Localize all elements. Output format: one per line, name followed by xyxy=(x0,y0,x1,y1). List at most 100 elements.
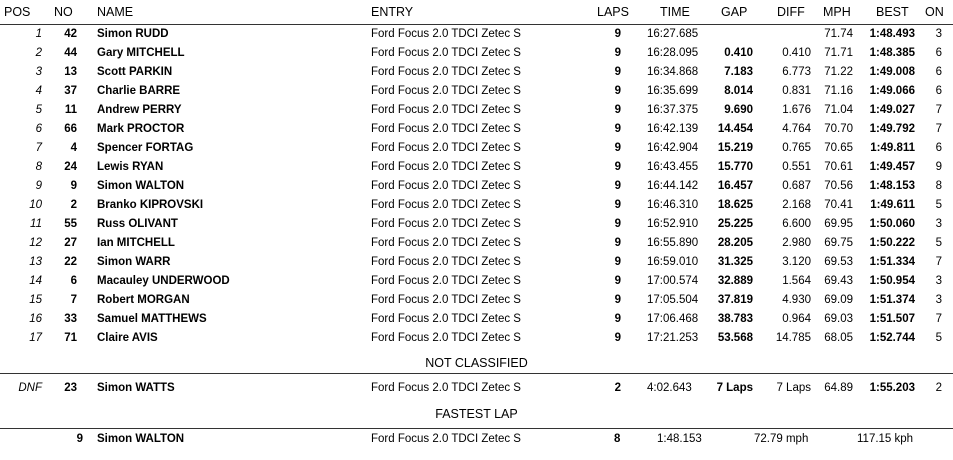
result-row-pos: 3 xyxy=(35,66,42,78)
result-row-time: 16:37.375 xyxy=(647,104,699,116)
header-diff: DIFF xyxy=(777,5,805,19)
result-row-best-on-lap: 7 xyxy=(935,313,942,325)
header-time: TIME xyxy=(660,5,690,19)
result-row-laps: 9 xyxy=(614,237,621,249)
fastest-lap-name: Simon WALTON xyxy=(97,433,185,445)
result-row-car-number: 7 xyxy=(70,294,77,306)
result-row-best-lap: 1:51.374 xyxy=(869,294,915,306)
result-row-diff: 0.765 xyxy=(782,142,811,154)
result-row-diff: 1.564 xyxy=(782,275,811,287)
result-row-time: 17:06.468 xyxy=(647,313,699,325)
result-row-driver-name: Simon RUDD xyxy=(97,28,169,40)
not-classified-divider xyxy=(0,373,953,374)
result-row-driver-name: Lewis RYAN xyxy=(97,161,164,173)
result-row-laps: 9 xyxy=(614,123,621,135)
result-row-car-number: 22 xyxy=(64,256,77,268)
result-row-mph: 69.09 xyxy=(824,294,853,306)
result-row-mph: 71.22 xyxy=(824,66,853,78)
result-row-best-lap: 1:50.954 xyxy=(869,275,915,287)
result-row-mph: 68.05 xyxy=(824,332,853,344)
result-row-car-number: 71 xyxy=(64,332,77,344)
result-row-diff: 0.831 xyxy=(782,85,811,97)
result-row-mph: 71.74 xyxy=(824,28,853,40)
result-row-best-on-lap: 3 xyxy=(935,294,942,306)
results-header: POS NO NAME ENTRY LAPS TIME GAP DIFF MPH… xyxy=(0,0,953,25)
result-row-entry: Ford Focus 2.0 TDCI Zetec S xyxy=(371,85,521,97)
result-row-best-lap: 1:49.066 xyxy=(869,85,915,97)
result-row-laps: 9 xyxy=(614,218,621,230)
result-row-entry: Ford Focus 2.0 TDCI Zetec S xyxy=(371,161,521,173)
result-row-time: 16:42.904 xyxy=(647,142,699,154)
result-row-driver-name: Spencer FORTAG xyxy=(97,142,194,154)
result-row-time: 17:21.253 xyxy=(647,332,699,344)
result-row-entry: Ford Focus 2.0 TDCI Zetec S xyxy=(371,28,521,40)
result-row-entry: Ford Focus 2.0 TDCI Zetec S xyxy=(371,313,521,325)
fastest-lap-entry: Ford Focus 2.0 TDCI Zetec S xyxy=(371,433,521,445)
result-row-gap: 7.183 xyxy=(724,66,753,78)
result-row-diff: 2.980 xyxy=(782,237,811,249)
result-row-mph: 71.04 xyxy=(824,104,853,116)
result-row-car-number: 42 xyxy=(64,28,77,40)
result-row: 12 27 Ian MITCHELL Ford Focus 2.0 TDCI Zete… xyxy=(0,235,953,254)
result-row: 3 13 Scott PARKIN Ford Focus 2.0 TDCI Zetec… xyxy=(0,64,953,83)
result-row-time: 16:34.868 xyxy=(647,66,699,78)
result-row-driver-name: Ian MITCHELL xyxy=(97,237,175,249)
result-row-driver-name: Andrew PERRY xyxy=(97,104,182,116)
result-row-diff: 0.964 xyxy=(782,313,811,325)
result-row-gap: 31.325 xyxy=(717,256,753,268)
result-row-pos: 14 xyxy=(29,275,42,287)
result-row-laps: 9 xyxy=(614,85,621,97)
result-row-best-on-lap: 6 xyxy=(935,85,942,97)
result-row-laps: 9 xyxy=(614,161,621,173)
header-entry: ENTRY xyxy=(371,5,414,19)
header-pos: POS xyxy=(4,5,31,19)
result-row-driver-name: Scott PARKIN xyxy=(97,66,173,78)
result-row-laps: 9 xyxy=(614,313,621,325)
result-row: 16 33 Samuel MATTHEWS Ford Focus 2.0 TDCI Z… xyxy=(0,311,953,330)
result-row-car-number: 27 xyxy=(64,237,77,249)
result-row-diff: 0.410 xyxy=(782,47,811,59)
result-row-pos: 7 xyxy=(35,142,42,154)
result-row: 7 4 Spencer FORTAG Ford Focus 2.0 TDCI Zete… xyxy=(0,140,953,159)
result-row-mph: 70.56 xyxy=(824,180,853,192)
result-row-car-number: 55 xyxy=(64,218,77,230)
result-row-pos: 15 xyxy=(29,294,42,306)
result-row-time: 17:00.574 xyxy=(647,275,699,287)
not-classified-row-driver-name: Simon WATTS xyxy=(97,382,175,394)
result-row-gap: 37.819 xyxy=(717,294,753,306)
result-row-driver-name: Charlie BARRE xyxy=(97,85,181,97)
result-row-entry: Ford Focus 2.0 TDCI Zetec S xyxy=(371,332,521,344)
result-row-entry: Ford Focus 2.0 TDCI Zetec S xyxy=(371,294,521,306)
result-row-car-number: 6 xyxy=(70,275,77,287)
result-row-entry: Ford Focus 2.0 TDCI Zetec S xyxy=(371,47,521,59)
result-row-gap: 25.225 xyxy=(717,218,753,230)
fastest-lap-time: 1:48.153 xyxy=(657,433,702,445)
result-row-entry: Ford Focus 2.0 TDCI Zetec S xyxy=(371,256,521,268)
result-row-best-on-lap: 7 xyxy=(935,104,942,116)
not-classified-row-gap: 7 Laps xyxy=(716,382,753,394)
result-row-gap: 18.625 xyxy=(717,199,753,211)
result-row-best-lap: 1:51.334 xyxy=(869,256,915,268)
result-row-gap: 32.889 xyxy=(717,275,753,287)
result-row: 15 7 Robert MORGAN Ford Focus 2.0 TDCI Zete… xyxy=(0,292,953,311)
header-mph: MPH xyxy=(823,5,851,19)
fastest-lap-lap: 8 xyxy=(614,433,621,445)
result-row: 8 24 Lewis RYAN Ford Focus 2.0 TDCI Zetec S… xyxy=(0,159,953,178)
result-row-car-number: 33 xyxy=(64,313,77,325)
result-row-best-on-lap: 6 xyxy=(935,47,942,59)
result-row-gap: 53.568 xyxy=(717,332,753,344)
result-row-pos: 10 xyxy=(29,199,42,211)
result-row-driver-name: Robert MORGAN xyxy=(97,294,190,306)
result-row-pos: 1 xyxy=(35,28,42,40)
result-row-gap: 0.410 xyxy=(724,47,753,59)
result-row-gap: 16.457 xyxy=(717,180,753,192)
header-best: BEST xyxy=(876,5,909,19)
result-row: 4 37 Charlie BARRE Ford Focus 2.0 TDCI Zete… xyxy=(0,83,953,102)
fastest-lap-no: 9 xyxy=(76,433,83,445)
result-row-entry: Ford Focus 2.0 TDCI Zetec S xyxy=(371,142,521,154)
result-row: 13 22 Simon WARR Ford Focus 2.0 TDCI Zetec … xyxy=(0,254,953,273)
result-row-best-on-lap: 6 xyxy=(935,66,942,78)
result-row-time: 16:43.455 xyxy=(647,161,699,173)
header-gap: GAP xyxy=(721,5,748,19)
result-row-entry: Ford Focus 2.0 TDCI Zetec S xyxy=(371,275,521,287)
